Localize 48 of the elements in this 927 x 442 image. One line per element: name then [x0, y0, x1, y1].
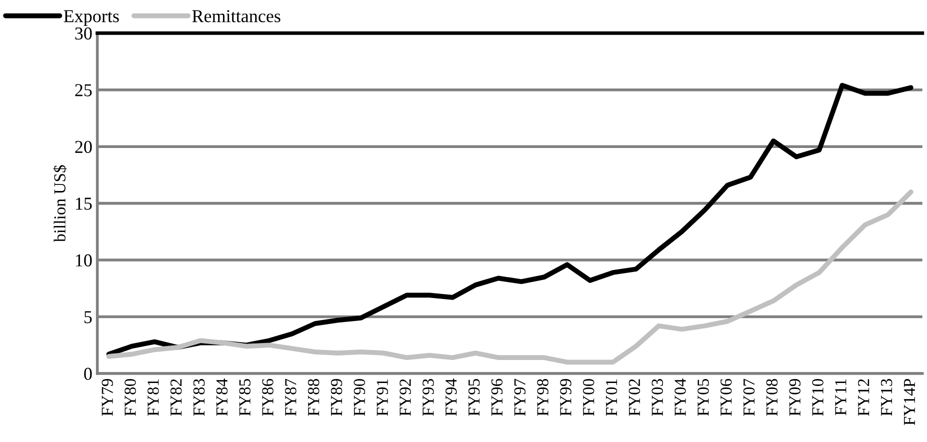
x-tick-label: FY80	[124, 378, 136, 416]
x-tick-label: FY08	[766, 378, 778, 416]
x-tick-label: FY87	[285, 378, 296, 416]
x-tick-label: FY91	[376, 379, 388, 416]
legend-label: Exports	[64, 10, 119, 26]
x-tick-label: FY97	[514, 378, 526, 416]
line-series	[106, 82, 914, 357]
x-tick-label: FY14P	[904, 379, 915, 426]
x-tick-label: FY11	[835, 379, 846, 416]
y-tick-label: 20	[75, 140, 92, 154]
x-tick-label: FY86	[262, 378, 274, 416]
x-tick-label: FY10	[812, 378, 824, 416]
x-tick-label: FY01	[606, 379, 618, 416]
x-tick-label: FY83	[193, 379, 205, 416]
x-tick-label: FY04	[674, 378, 686, 416]
y-axis-title: billion US$	[53, 165, 67, 242]
line-series	[106, 190, 914, 365]
x-tick-label: FY93	[422, 379, 434, 416]
x-tick-label: FY99	[560, 379, 572, 416]
x-tick-label: FY06	[720, 378, 732, 416]
x-tick-label: FY95	[468, 379, 480, 416]
y-tick-label: 25	[75, 84, 92, 96]
x-tick-label: FY88	[308, 378, 320, 416]
x-tick-label: FY82	[170, 379, 182, 416]
x-tick-label: FY09	[789, 379, 800, 416]
x-tick-label: FY12	[858, 379, 870, 416]
y-tick-label: 30	[75, 27, 92, 40]
y-tick-label: 5	[84, 311, 92, 324]
y-tick-label: 15	[76, 198, 92, 210]
x-tick-label: FY05	[698, 379, 709, 416]
x-tick-label: FY07	[743, 378, 755, 416]
x-tick-label: FY00	[582, 378, 594, 416]
x-tick-label: FY02	[628, 379, 640, 416]
x-tick-label: FY13	[880, 379, 892, 416]
x-tick-label: FY96	[491, 378, 503, 416]
y-tick-label: 0	[84, 368, 92, 380]
legend-label: Remittances	[192, 10, 280, 22]
x-tick-label: FY92	[400, 379, 411, 416]
x-tick-label: FY85	[239, 379, 250, 416]
x-tick-label: FY81	[148, 379, 159, 416]
x-tick-label: FY79	[102, 379, 113, 416]
y-tick-label: 10	[76, 254, 92, 266]
x-tick-label: FY94	[446, 378, 457, 416]
x-tick-label: FY03	[652, 379, 663, 416]
x-tick-label: FY89	[330, 379, 342, 416]
x-tick-label: FY90	[354, 378, 366, 416]
x-tick-label: FY84	[216, 378, 228, 416]
x-tick-label: FY98	[537, 378, 548, 416]
